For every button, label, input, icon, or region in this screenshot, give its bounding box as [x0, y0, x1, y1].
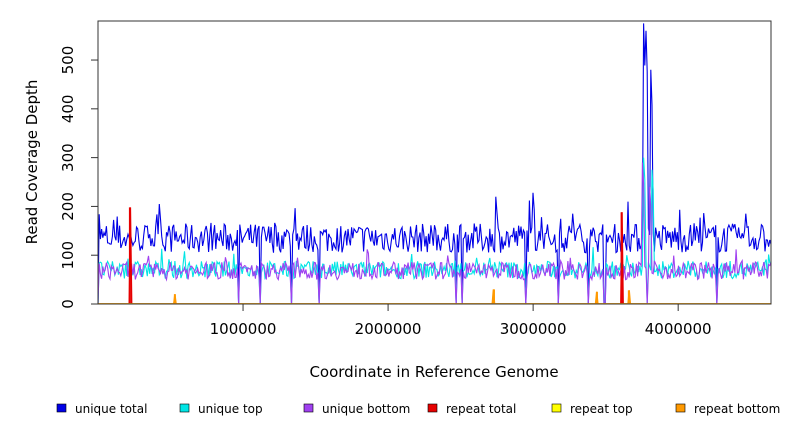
- y-tick-label: 300: [59, 143, 77, 172]
- y-tick-label: 100: [59, 241, 77, 270]
- legend-swatch: [303, 403, 314, 413]
- y-tick-label: 0: [59, 299, 77, 309]
- legend-label: repeat top: [570, 402, 633, 416]
- legend-swatch: [427, 403, 438, 413]
- series-line-unique-total: [98, 23, 771, 304]
- legend-item-repeat-bottom: repeat bottom: [675, 402, 780, 416]
- x-axis: 1000000 2000000 3000000 4000000: [210, 304, 712, 338]
- x-tick-label: 2000000: [355, 320, 422, 338]
- series-line-unique-bottom: [98, 162, 771, 304]
- legend-swatch: [179, 403, 190, 413]
- legend-swatch: [56, 403, 67, 413]
- legend-item-unique-total: unique total: [56, 402, 147, 416]
- legend-swatch: [551, 403, 562, 413]
- x-axis-label: Coordinate in Reference Genome: [309, 363, 558, 381]
- y-tick-label: 400: [59, 95, 77, 124]
- legend-label: repeat total: [446, 402, 516, 416]
- x-tick-label: 1000000: [210, 320, 277, 338]
- legend-label: repeat bottom: [694, 402, 780, 416]
- series-line-repeat-total: [98, 207, 771, 304]
- plot-frame: [97, 20, 772, 305]
- legend: unique total unique top unique bottom repea…: [56, 402, 780, 416]
- legend-label: unique top: [198, 402, 263, 416]
- x-tick-label: 3000000: [500, 320, 567, 338]
- plot-lines: [98, 23, 771, 304]
- x-tick-label: 4000000: [645, 320, 712, 338]
- y-tick-label: 200: [59, 192, 77, 221]
- series-line-repeat-bottom: [98, 289, 771, 304]
- y-axis-label: Read Coverage Depth: [23, 80, 41, 245]
- legend-swatch: [675, 403, 686, 413]
- y-tick-label: 500: [59, 46, 77, 75]
- y-axis: 0 100 200 300 400 500: [59, 46, 98, 309]
- legend-label: unique total: [75, 402, 147, 416]
- legend-item-repeat-total: repeat total: [427, 402, 516, 416]
- legend-item-repeat-top: repeat top: [551, 402, 633, 416]
- legend-label: unique bottom: [322, 402, 410, 416]
- legend-item-unique-top: unique top: [179, 402, 263, 416]
- legend-item-unique-bottom: unique bottom: [303, 402, 410, 416]
